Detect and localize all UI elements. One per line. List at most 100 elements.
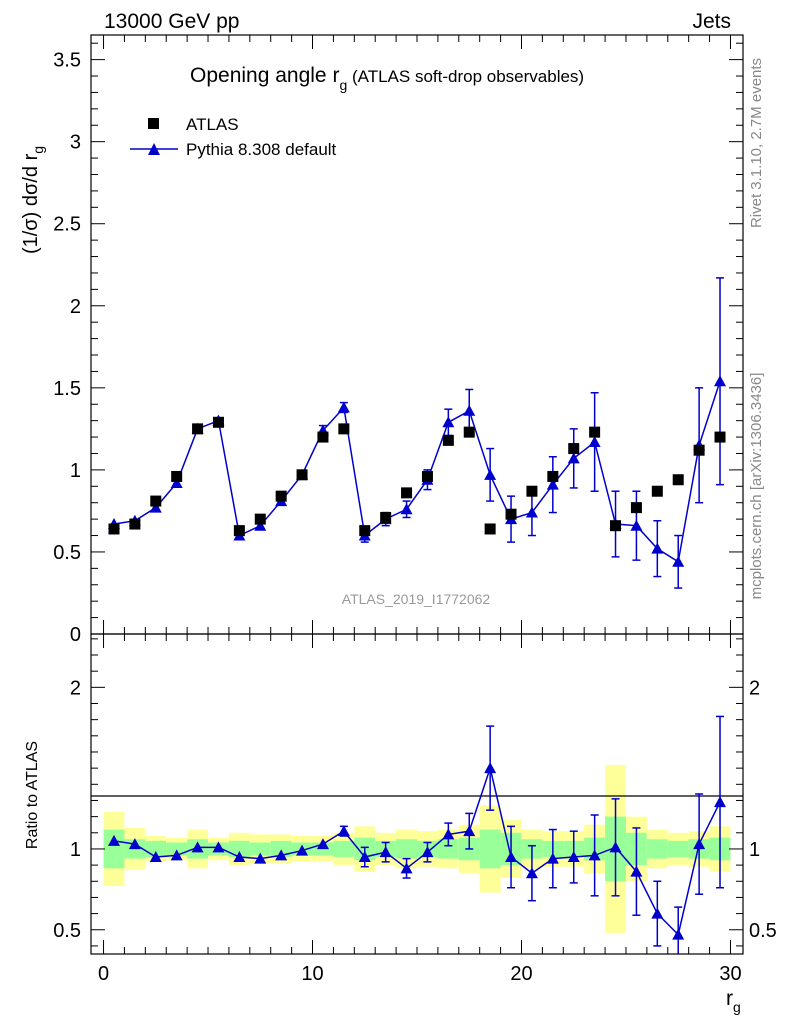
inner-band bbox=[166, 842, 188, 856]
inner-band bbox=[437, 839, 459, 859]
pythia-point bbox=[567, 452, 580, 464]
ratio-axis-ticks bbox=[91, 634, 743, 954]
atlas-point bbox=[442, 434, 454, 446]
pythia-line bbox=[113, 381, 721, 564]
ratio-pythia-point bbox=[630, 865, 643, 877]
ratio-panel: 0.5 0.5 1 1 2 2 0 10 20 30 Ratio to ATLAS rg bbox=[24, 633, 777, 1015]
pythia-point bbox=[254, 519, 267, 531]
atlas-point bbox=[589, 426, 601, 438]
ratio-pythia-point bbox=[484, 762, 497, 774]
atlas-point bbox=[401, 487, 413, 499]
main-y-tick-label: 0.5 bbox=[53, 542, 81, 564]
atlas-point bbox=[505, 508, 517, 520]
main-y-tick-labels: 0 0.5 1 1.5 2 2.5 3 3.5 bbox=[53, 50, 81, 646]
inner-band bbox=[667, 840, 689, 858]
analysis-watermark: ATLAS_2019_I1772062 bbox=[342, 591, 491, 607]
ratio-pythia-point bbox=[254, 852, 267, 864]
pythia-point bbox=[651, 542, 664, 554]
ratio-pythia-point bbox=[128, 838, 141, 850]
legend-pythia-label: Pythia 8.308 default bbox=[186, 140, 337, 159]
atlas-point bbox=[568, 443, 580, 455]
ratio-y-tick-label-right: 1 bbox=[749, 839, 760, 861]
main-y-tick-label: 1 bbox=[70, 460, 81, 482]
ratio-pythia-point bbox=[525, 867, 538, 879]
pythia-point bbox=[400, 503, 413, 515]
ratio-pythia-point bbox=[672, 928, 685, 940]
atlas-point bbox=[108, 523, 120, 535]
atlas-series bbox=[108, 416, 726, 537]
atlas-point bbox=[212, 416, 224, 428]
atlas-point bbox=[275, 490, 287, 502]
ratio-pythia-point bbox=[149, 851, 162, 863]
ratio-pythia-point bbox=[442, 828, 455, 840]
inner-band bbox=[270, 840, 292, 858]
ratio-pythia-point bbox=[296, 844, 309, 856]
atlas-point bbox=[359, 525, 371, 537]
main-y-tick-label: 2 bbox=[70, 296, 81, 318]
ratio-pythia-point bbox=[191, 841, 204, 853]
atlas-point bbox=[338, 423, 350, 435]
atlas-point bbox=[150, 495, 162, 507]
ratio-y-tick-label: 2 bbox=[70, 677, 81, 699]
atlas-point bbox=[421, 470, 433, 482]
ratio-pythia-point bbox=[170, 849, 183, 861]
atlas-point bbox=[672, 474, 684, 486]
ratio-pythia-point bbox=[567, 851, 580, 863]
ratio-pythia-point bbox=[421, 846, 434, 858]
ratio-pythia-point bbox=[505, 851, 518, 863]
atlas-point bbox=[254, 513, 266, 525]
ratio-y-tick-label: 1 bbox=[70, 839, 81, 861]
pythia-point bbox=[484, 468, 497, 480]
pythia-point bbox=[714, 375, 727, 387]
ratio-y-tick-labels: 0.5 0.5 1 1 2 2 bbox=[53, 677, 777, 941]
pythia-point bbox=[546, 478, 559, 490]
x-tick-label: 20 bbox=[510, 963, 532, 985]
x-tick-labels: 0 10 20 30 bbox=[98, 963, 742, 985]
main-y-tick-label: 1.5 bbox=[53, 378, 81, 400]
ratio-pythia-point bbox=[714, 796, 727, 808]
ratio-pythia-point bbox=[316, 838, 329, 850]
pythia-point bbox=[337, 401, 350, 413]
ratio-pythia-point bbox=[379, 846, 392, 858]
legend-atlas-marker bbox=[148, 118, 159, 129]
atlas-point bbox=[171, 470, 183, 482]
atlas-point bbox=[693, 444, 705, 456]
mcplots-label: mcplots.cern.ch [arXiv:1306.3436] bbox=[748, 373, 765, 600]
atlas-point bbox=[526, 485, 538, 497]
legend: ATLAS Pythia 8.308 default bbox=[130, 115, 337, 159]
legend-pythia-marker bbox=[148, 143, 160, 155]
ratio-y-tick-label-right: 2 bbox=[749, 677, 760, 699]
atlas-point bbox=[380, 511, 392, 523]
x-tick-label: 10 bbox=[301, 963, 323, 985]
ratio-y-tick-label: 0.5 bbox=[53, 920, 81, 942]
atlas-point bbox=[547, 470, 559, 482]
pythia-point bbox=[630, 519, 643, 531]
ratio-pythia-point bbox=[337, 825, 350, 837]
atlas-point bbox=[463, 426, 475, 438]
main-y-tick-label: 0 bbox=[70, 624, 81, 646]
ratio-pythia-point bbox=[609, 841, 622, 853]
ratio-pythia-point bbox=[275, 849, 288, 861]
pythia-point bbox=[672, 555, 685, 567]
ratio-y-axis-label: Ratio to ATLAS bbox=[24, 741, 41, 849]
ratio-frame bbox=[90, 633, 744, 955]
ratio-pythia-point bbox=[212, 841, 225, 853]
ratio-pythia-point bbox=[651, 907, 664, 919]
pythia-point bbox=[170, 477, 183, 489]
atlas-point bbox=[630, 502, 642, 514]
ratio-pythia-point bbox=[546, 852, 559, 864]
ratio-pythia-point bbox=[400, 862, 413, 874]
inner-band bbox=[333, 840, 355, 858]
inner-band bbox=[396, 839, 417, 859]
atlas-point bbox=[296, 469, 308, 481]
inner-band bbox=[103, 829, 125, 869]
main-y-axis-label: (1/σ) dσ/d rg bbox=[20, 146, 46, 254]
atlas-point bbox=[651, 485, 663, 497]
main-panel: 0 0.5 1 1.5 2 2.5 3 3.5 (1/σ) dσ/d rg Opening a… bbox=[20, 34, 744, 646]
atlas-point bbox=[129, 518, 141, 530]
rivet-label: Rivet 3.1.10, 2.7M events bbox=[748, 58, 765, 228]
atlas-point bbox=[192, 423, 204, 435]
pythia-point bbox=[463, 404, 476, 416]
inner-band bbox=[228, 840, 250, 858]
